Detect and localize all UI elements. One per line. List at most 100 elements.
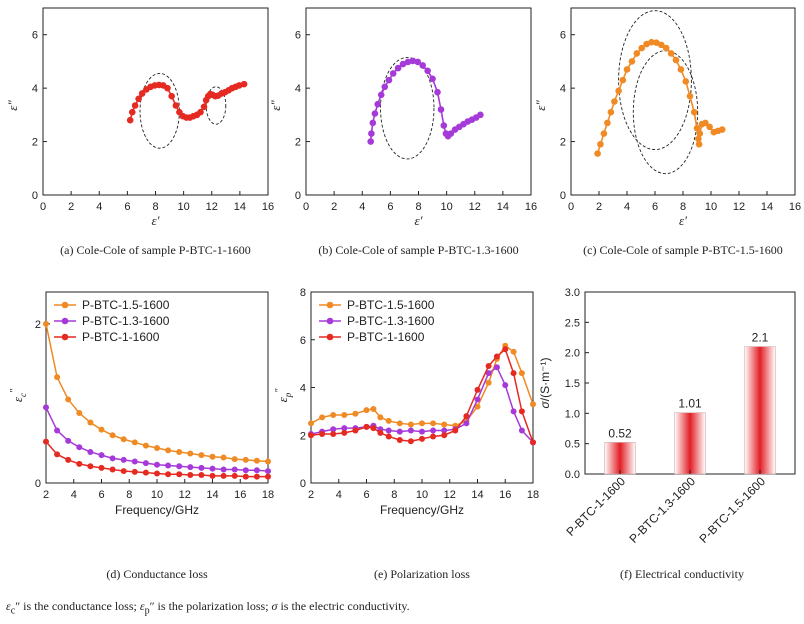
data-point: [131, 439, 138, 446]
data-point: [493, 364, 500, 371]
data-point: [231, 466, 238, 473]
y-tick-label: 0: [35, 478, 41, 490]
data-point: [414, 58, 422, 66]
y-axis-label: εp″: [274, 388, 293, 403]
caption-e: (e) Polarization loss: [374, 567, 470, 581]
x-tick-label: 2: [68, 201, 74, 213]
x-tick-label: 2: [331, 201, 337, 213]
data-point: [695, 140, 703, 148]
x-tick-label: 14: [497, 201, 509, 213]
data-point: [628, 58, 636, 65]
x-axis-label: ε′: [415, 213, 423, 228]
x-tick-label: 12: [444, 489, 456, 501]
x-tick-label: 8: [415, 201, 421, 213]
data-point: [98, 464, 105, 471]
data-point: [633, 50, 641, 57]
data-point: [367, 138, 374, 145]
data-point: [220, 466, 227, 473]
x-tick-label: 0: [303, 201, 309, 213]
x-tick-label: 4: [71, 489, 77, 501]
data-point: [165, 471, 172, 478]
data-point: [98, 426, 105, 433]
data-point: [120, 468, 127, 475]
data-point: [319, 431, 326, 438]
data-point: [231, 472, 238, 479]
plot-frame-b: [305, 7, 532, 196]
y-axis-label: ε″: [268, 100, 283, 111]
data-point: [429, 75, 436, 83]
data-point: [242, 473, 249, 480]
data-point: [385, 417, 392, 424]
data-point: [120, 436, 127, 443]
data-point: [594, 150, 601, 157]
fit-circle: [618, 10, 692, 151]
data-point: [702, 119, 709, 127]
data-point: [341, 425, 348, 432]
data-point: [165, 462, 172, 469]
data-point: [242, 467, 249, 474]
data-point: [126, 116, 134, 124]
plot-frame-a: [42, 7, 269, 196]
data-point: [381, 83, 389, 91]
data-point: [176, 448, 183, 455]
data-point: [407, 438, 414, 445]
data-point: [399, 60, 407, 68]
y-tick-label: 2.0: [565, 348, 580, 360]
bar-value-label: 1.01: [678, 397, 702, 411]
x-tick-label: 0: [568, 201, 574, 213]
data-point: [502, 382, 509, 389]
y-axis-label: εc″: [9, 388, 28, 402]
data-point: [330, 426, 337, 433]
data-point: [485, 370, 492, 377]
y-tick-label: 2: [300, 430, 306, 442]
data-point: [530, 439, 536, 446]
y-tick-label: 2: [295, 137, 301, 149]
data-point: [441, 421, 448, 428]
data-point: [187, 450, 194, 457]
x-tick-label: 12: [733, 201, 745, 213]
data-point: [607, 108, 615, 116]
x-tick-label: 10: [416, 489, 428, 501]
legend-label: P-BTC-1.3-1600: [82, 314, 170, 328]
data-point: [686, 92, 694, 100]
x-tick-label: 10: [441, 201, 453, 213]
x-tick-label: P-BTC-1.3-1600: [626, 474, 698, 546]
x-tick-label: 6: [124, 201, 130, 213]
legend-marker: [61, 333, 69, 341]
data-point: [308, 432, 314, 439]
data-point: [374, 100, 382, 108]
data-point: [696, 130, 704, 137]
data-point: [396, 420, 403, 427]
x-tick-label: 6: [98, 489, 104, 501]
x-tick-label: 14: [761, 201, 773, 213]
data-point: [419, 62, 427, 69]
data-point: [168, 92, 175, 100]
data-point: [76, 444, 83, 451]
data-point: [437, 106, 445, 113]
bar: [744, 346, 776, 475]
caption-d: (d) Conductance loss: [106, 567, 208, 581]
data-point: [502, 346, 509, 353]
x-tick-label: 16: [789, 201, 801, 213]
x-tick-label: 8: [391, 489, 397, 501]
y-tick-label: 3.0: [565, 287, 580, 299]
data-point: [474, 386, 481, 393]
x-tick-label: 8: [126, 489, 132, 501]
data-point: [369, 119, 377, 127]
data-point: [518, 408, 525, 415]
data-point: [187, 472, 194, 479]
data-point: [485, 363, 492, 370]
data-point: [220, 472, 227, 479]
data-point: [518, 427, 525, 434]
data-point: [87, 448, 94, 455]
data-point: [65, 437, 72, 444]
data-point: [440, 122, 448, 129]
x-tick-label: 6: [363, 489, 369, 501]
bar-value-label: 0.52: [608, 426, 632, 440]
x-axis-label: ε′: [152, 213, 160, 228]
polarization-loss-plot: 2 4 6 8 10 12 14 16 1802468Frequency/GHzεp″P-BTC…: [274, 287, 539, 517]
data-point: [253, 457, 260, 464]
data-point: [176, 471, 183, 478]
data-point: [658, 41, 665, 49]
caption-f: (f) Electrical conductivity: [620, 567, 744, 581]
